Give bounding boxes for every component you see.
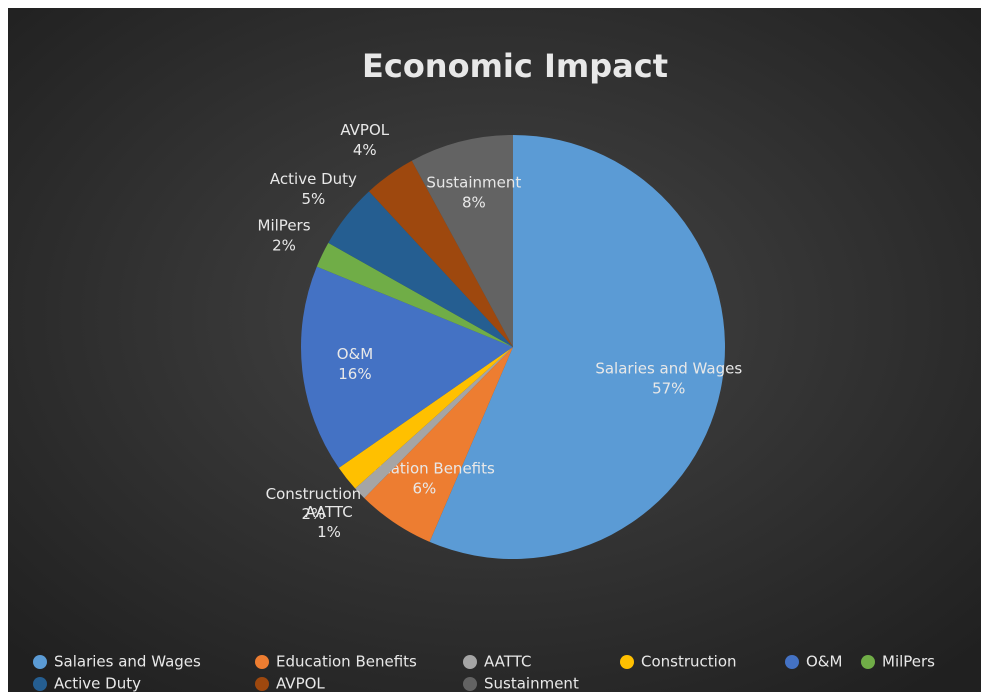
legend-label: MilPers xyxy=(882,653,935,671)
legend-marker xyxy=(463,677,477,691)
slice-value-label: 5% xyxy=(302,190,326,208)
legend-marker xyxy=(620,655,634,669)
pie-slice xyxy=(316,242,513,347)
legend-marker xyxy=(785,655,799,669)
slice-value-label: 16% xyxy=(338,365,371,383)
legend-label: Active Duty xyxy=(54,675,141,692)
legend-label: Construction xyxy=(641,653,737,671)
pie-slice xyxy=(328,191,513,347)
chart-title: Economic Impact xyxy=(362,47,668,85)
slice-value-label: 2% xyxy=(302,505,326,523)
legend-marker xyxy=(861,655,875,669)
legend-marker xyxy=(33,655,47,669)
legend-label: Sustainment xyxy=(484,675,579,692)
pie-slice xyxy=(369,160,513,347)
slice-value-label: 1% xyxy=(317,523,341,541)
slice-label: MilPers xyxy=(258,217,311,235)
slice-label: AATTC xyxy=(305,503,352,521)
slice-label: O&M xyxy=(337,345,373,363)
pie-slice xyxy=(338,347,513,489)
legend-label: Education Benefits xyxy=(276,653,417,671)
slice-value-label: 4% xyxy=(353,141,377,159)
pie-slice xyxy=(364,347,513,542)
slice-label: Construction xyxy=(266,485,362,503)
slice-label: Sustainment xyxy=(426,173,521,191)
legend-marker xyxy=(33,677,47,691)
slice-label: AVPOL xyxy=(340,121,389,139)
pie-slice xyxy=(355,347,513,499)
slice-label: Salaries and Wages xyxy=(595,359,742,377)
legend-label: AATTC xyxy=(484,653,531,671)
slice-value-label: 57% xyxy=(652,379,685,397)
legend-label: AVPOL xyxy=(276,675,325,692)
slice-value-label: 6% xyxy=(413,480,437,498)
pie-slice xyxy=(429,135,725,559)
legend-marker xyxy=(255,655,269,669)
legend-label: O&M xyxy=(806,653,842,671)
pie-slice xyxy=(411,135,513,347)
slice-value-label: 2% xyxy=(272,237,296,255)
pie-slice xyxy=(300,266,513,468)
legend-label: Salaries and Wages xyxy=(54,653,201,671)
legend-marker xyxy=(463,655,477,669)
slice-value-label: 8% xyxy=(462,193,486,211)
legend-marker xyxy=(255,677,269,691)
slice-label: Active Duty xyxy=(270,170,357,188)
